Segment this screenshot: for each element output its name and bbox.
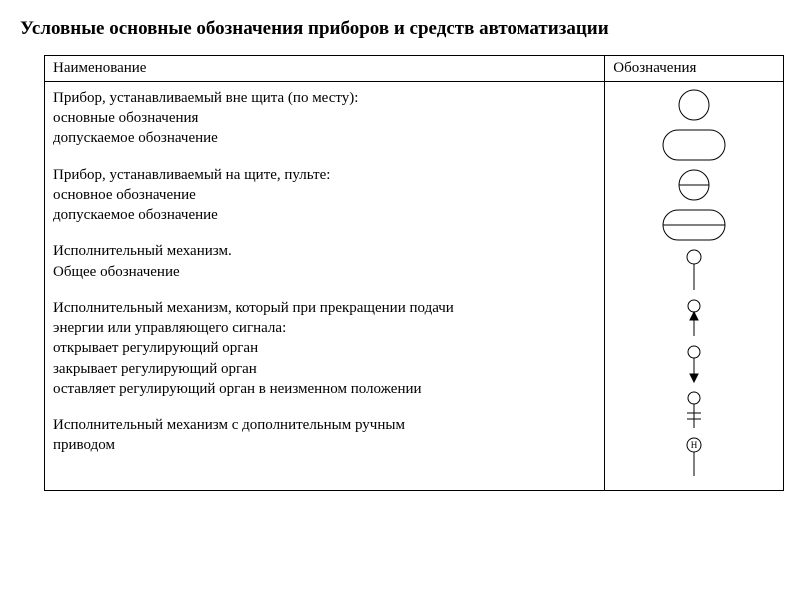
stadium-plain-icon — [661, 128, 727, 162]
actuator-plain-icon — [684, 248, 704, 292]
group-actuator-general: Исполнительный механизм. Общее обозначен… — [53, 241, 600, 282]
actuator-cross-icon — [684, 390, 704, 430]
stadium-split-icon — [661, 208, 727, 242]
text-line: Общее обозначение — [53, 262, 600, 282]
circle-plain-icon — [677, 88, 711, 122]
group-panel-device: Прибор, устанавливаемый на щите, пульте:… — [53, 165, 600, 226]
text-line: приводом — [53, 435, 600, 455]
text-line: допускаемое обозначение — [53, 205, 600, 225]
actuator-arrow-down-icon — [684, 344, 704, 384]
actuator-arrow-up-icon — [684, 298, 704, 338]
svg-text:Н: Н — [691, 440, 698, 450]
symbols-table: Наименование Обозначения Прибор, устанав… — [44, 55, 784, 491]
text-line: закрывает регулирующий орган — [53, 359, 600, 379]
text-line: Прибор, устанавливаемый вне щита (по мес… — [53, 88, 600, 108]
text-line: Исполнительный механизм, который при пре… — [53, 298, 600, 318]
col-header-name: Наименование — [45, 55, 605, 81]
table-header-row: Наименование Обозначения — [45, 55, 784, 81]
group-actuator-hand: Исполнительный механизм с дополнительным… — [53, 415, 600, 456]
actuator-handwheel-icon: Н — [684, 436, 704, 478]
text-line: основное обозначение — [53, 185, 600, 205]
text-line: Прибор, устанавливаемый на щите, пульте: — [53, 165, 600, 185]
names-cell: Прибор, устанавливаемый вне щита (по мес… — [45, 81, 605, 490]
text-line: допускаемое обозначение — [53, 128, 600, 148]
symbols-cell: Н — [605, 81, 784, 490]
text-line: Исполнительный механизм с дополнительным… — [53, 415, 600, 435]
circle-split-icon — [677, 168, 711, 202]
group-local-device: Прибор, устанавливаемый вне щита (по мес… — [53, 88, 600, 149]
page-title: Условные основные обозначения приборов и… — [20, 18, 780, 41]
col-header-symbol: Обозначения — [605, 55, 784, 81]
table-body-row: Прибор, устанавливаемый вне щита (по мес… — [45, 81, 784, 490]
text-line: Исполнительный механизм. — [53, 241, 600, 261]
text-line: оставляет регулирующий орган в неизменно… — [53, 379, 600, 399]
text-line: открывает регулирующий орган — [53, 338, 600, 358]
text-line: основные обозначения — [53, 108, 600, 128]
text-line: энергии или управляющего сигнала: — [53, 318, 600, 338]
group-actuator-failmode: Исполнительный механизм, который при пре… — [53, 298, 600, 399]
